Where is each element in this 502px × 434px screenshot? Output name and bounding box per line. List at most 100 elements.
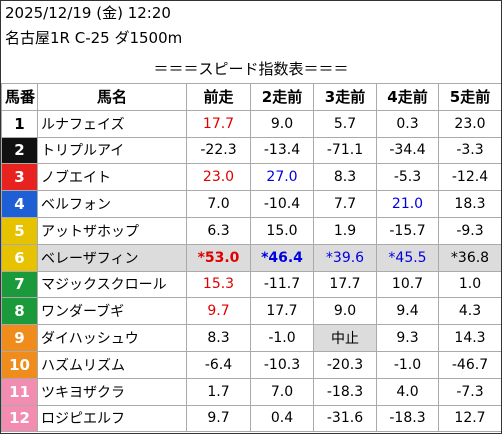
speed-index: 9.7 — [186, 404, 251, 433]
speed-index: 27.0 — [250, 163, 314, 192]
horse-name: ベルフォン — [37, 190, 187, 218]
horse-number: 5 — [1, 216, 38, 245]
speed-index: 0.3 — [376, 109, 439, 138]
title: ＝＝＝スピード指数表＝＝＝ — [153, 60, 349, 78]
speed-index: 23.0 — [186, 163, 251, 192]
horse-name: ダイハッシュウ — [37, 324, 187, 352]
speed-index: 14.3 — [438, 324, 501, 352]
speed-index: 21.0 — [376, 190, 439, 218]
speed-index: -3.3 — [438, 136, 501, 165]
horse-name: ワンダーブギ — [37, 297, 187, 326]
speed-index: *39.6 — [313, 243, 377, 272]
race: 名古屋1R C-25 ダ1500m — [5, 29, 183, 47]
speed-index: -9.3 — [438, 216, 501, 245]
speed-index: -15.7 — [376, 216, 439, 245]
speed-index: 17.7 — [250, 297, 314, 326]
row: 9 ダイハッシュウ 8.3 -1.0 中止 9.3 14.3 — [1, 324, 501, 352]
speed-index: -18.3 — [313, 377, 377, 406]
speed-index: 17.7 — [186, 109, 251, 138]
speed-index: 15.3 — [186, 270, 251, 299]
horse-number: 4 — [1, 190, 38, 218]
row: 11 ツキヨザクラ 1.7 7.0 -18.3 4.0 -7.3 — [1, 377, 501, 406]
horse-number: 12 — [1, 404, 38, 433]
speed-index: -10.4 — [250, 190, 314, 218]
column-header: 馬名 — [37, 83, 187, 111]
row: 3 ノブエイト 23.0 27.0 8.3 -5.3 -12.4 — [1, 163, 501, 192]
speed-index: 10.7 — [376, 270, 439, 299]
horse-name: ハズムリズム — [37, 350, 187, 379]
date: 2025/12/19 (金) 12:20 — [5, 4, 171, 22]
speed-index: 9.4 — [376, 297, 439, 326]
horse-name: ルナフェイズ — [37, 109, 187, 138]
speed-index: 4.0 — [376, 377, 439, 406]
horse-number: 1 — [1, 109, 38, 138]
horse-name: トリプルアイ — [37, 136, 187, 165]
speed-index: 18.3 — [438, 190, 501, 218]
speed-index: 5.7 — [313, 109, 377, 138]
row: 4 ベルフォン 7.0 -10.4 7.7 21.0 18.3 — [1, 190, 501, 218]
horse-number: 6 — [1, 243, 38, 272]
speed-index: 15.0 — [250, 216, 314, 245]
row: 2 トリプルアイ -22.3 -13.4 -71.1 -34.4 -3.3 — [1, 136, 501, 165]
column-header: 馬番 — [1, 83, 38, 111]
speed-index: 7.7 — [313, 190, 377, 218]
speed-index: 23.0 — [438, 109, 501, 138]
column-header: 3走前 — [313, 83, 377, 111]
speed-index: -20.3 — [313, 350, 377, 379]
speed-index: 1.7 — [186, 377, 251, 406]
horse-number: 3 — [1, 163, 38, 192]
speed-index: 8.3 — [186, 324, 251, 352]
speed-index: -34.4 — [376, 136, 439, 165]
horse-number: 9 — [1, 324, 38, 352]
column-header: 2走前 — [250, 83, 314, 111]
speed-index: *53.0 — [186, 243, 251, 272]
horse-name: ベレーザフィン — [37, 243, 187, 272]
speed-index: -1.0 — [250, 324, 314, 352]
row: 12 ロジピエルフ 9.7 0.4 -31.6 -18.3 12.7 — [1, 404, 501, 433]
speed-index: 1.9 — [313, 216, 377, 245]
speed-index: 4.3 — [438, 297, 501, 326]
row: 8 ワンダーブギ 9.7 17.7 9.0 9.4 4.3 — [1, 297, 501, 326]
row: 10 ハズムリズム -6.4 -10.3 -20.3 -1.0 -46.7 — [1, 350, 501, 379]
horse-number: 8 — [1, 297, 38, 326]
speed-index: 中止 — [313, 324, 377, 352]
speed-index: 6.3 — [186, 216, 251, 245]
horse-name: ロジピエルフ — [37, 404, 187, 433]
speed-index: -22.3 — [186, 136, 251, 165]
horse-name: ツキヨザクラ — [37, 377, 187, 406]
speed-index: -6.4 — [186, 350, 251, 379]
speed-index: -5.3 — [376, 163, 439, 192]
speed-index: -1.0 — [376, 350, 439, 379]
row: 6 ベレーザフィン *53.0 *46.4 *39.6 *45.5 *36.8 — [1, 243, 501, 272]
speed-index: *45.5 — [376, 243, 439, 272]
row: 5 アットザホップ 6.3 15.0 1.9 -15.7 -9.3 — [1, 216, 501, 245]
speed-index: -11.7 — [250, 270, 314, 299]
horse-number: 7 — [1, 270, 38, 299]
speed-index: -18.3 — [376, 404, 439, 433]
column-header: 前走 — [186, 83, 251, 111]
speed-index: -12.4 — [438, 163, 501, 192]
horse-name: アットザホップ — [37, 216, 187, 245]
speed-index: 9.0 — [313, 297, 377, 326]
speed-index: -31.6 — [313, 404, 377, 433]
speed-index: 1.0 — [438, 270, 501, 299]
speed-index: 9.3 — [376, 324, 439, 352]
speed-index: -10.3 — [250, 350, 314, 379]
speed-index: 8.3 — [313, 163, 377, 192]
column-header: 5走前 — [438, 83, 501, 111]
horse-number: 11 — [1, 377, 38, 406]
column-header: 4走前 — [376, 83, 439, 111]
speed-index: 7.0 — [250, 377, 314, 406]
speed-index: 12.7 — [438, 404, 501, 433]
speed-index: 9.0 — [250, 109, 314, 138]
speed-index: -7.3 — [438, 377, 501, 406]
speed-table: 馬番 馬名 前走 2走前 3走前 4走前 5走前 1 ルナフェイズ 17.7 9.0 5.7 0.3 2… — [1, 83, 501, 433]
speed-index: -46.7 — [438, 350, 501, 379]
horse-number: 2 — [1, 136, 38, 165]
speed-index: 17.7 — [313, 270, 377, 299]
speed-index: 9.7 — [186, 297, 251, 326]
row: 7 マジックスクロール 15.3 -11.7 17.7 10.7 1.0 — [1, 270, 501, 299]
speed-index: *46.4 — [250, 243, 314, 272]
row: 1 ルナフェイズ 17.7 9.0 5.7 0.3 23.0 — [1, 109, 501, 138]
